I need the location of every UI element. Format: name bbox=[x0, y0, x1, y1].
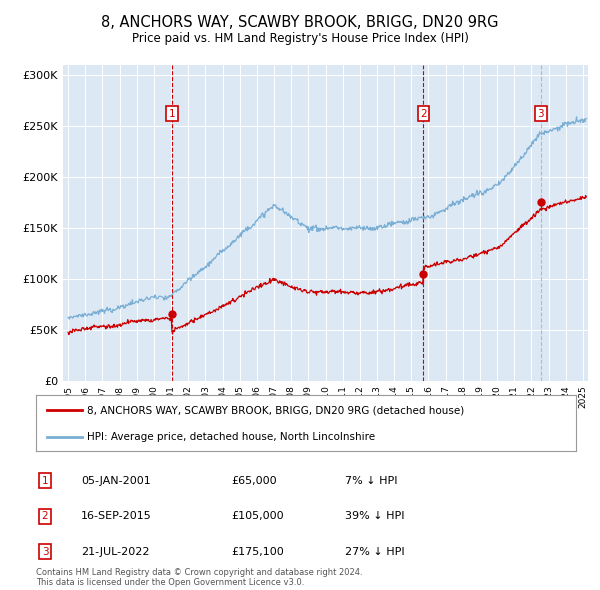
Text: £65,000: £65,000 bbox=[231, 476, 277, 486]
Text: HPI: Average price, detached house, North Lincolnshire: HPI: Average price, detached house, Nort… bbox=[88, 432, 376, 442]
Text: 05-JAN-2001: 05-JAN-2001 bbox=[81, 476, 151, 486]
Text: 16-SEP-2015: 16-SEP-2015 bbox=[81, 512, 152, 521]
Text: 8, ANCHORS WAY, SCAWBY BROOK, BRIGG, DN20 9RG (detached house): 8, ANCHORS WAY, SCAWBY BROOK, BRIGG, DN2… bbox=[88, 405, 464, 415]
Text: 1: 1 bbox=[41, 476, 49, 486]
Text: 3: 3 bbox=[41, 547, 49, 556]
Text: 2: 2 bbox=[420, 109, 427, 119]
Text: 1: 1 bbox=[169, 109, 175, 119]
Text: 7% ↓ HPI: 7% ↓ HPI bbox=[345, 476, 398, 486]
Text: 2: 2 bbox=[41, 512, 49, 521]
Text: £105,000: £105,000 bbox=[231, 512, 284, 521]
Text: 8, ANCHORS WAY, SCAWBY BROOK, BRIGG, DN20 9RG: 8, ANCHORS WAY, SCAWBY BROOK, BRIGG, DN2… bbox=[101, 15, 499, 30]
Text: Contains HM Land Registry data © Crown copyright and database right 2024.
This d: Contains HM Land Registry data © Crown c… bbox=[36, 568, 362, 587]
Text: £175,100: £175,100 bbox=[231, 547, 284, 556]
Text: Price paid vs. HM Land Registry's House Price Index (HPI): Price paid vs. HM Land Registry's House … bbox=[131, 32, 469, 45]
Text: 39% ↓ HPI: 39% ↓ HPI bbox=[345, 512, 404, 521]
Text: 3: 3 bbox=[538, 109, 544, 119]
Text: 21-JUL-2022: 21-JUL-2022 bbox=[81, 547, 149, 556]
Text: 27% ↓ HPI: 27% ↓ HPI bbox=[345, 547, 404, 556]
